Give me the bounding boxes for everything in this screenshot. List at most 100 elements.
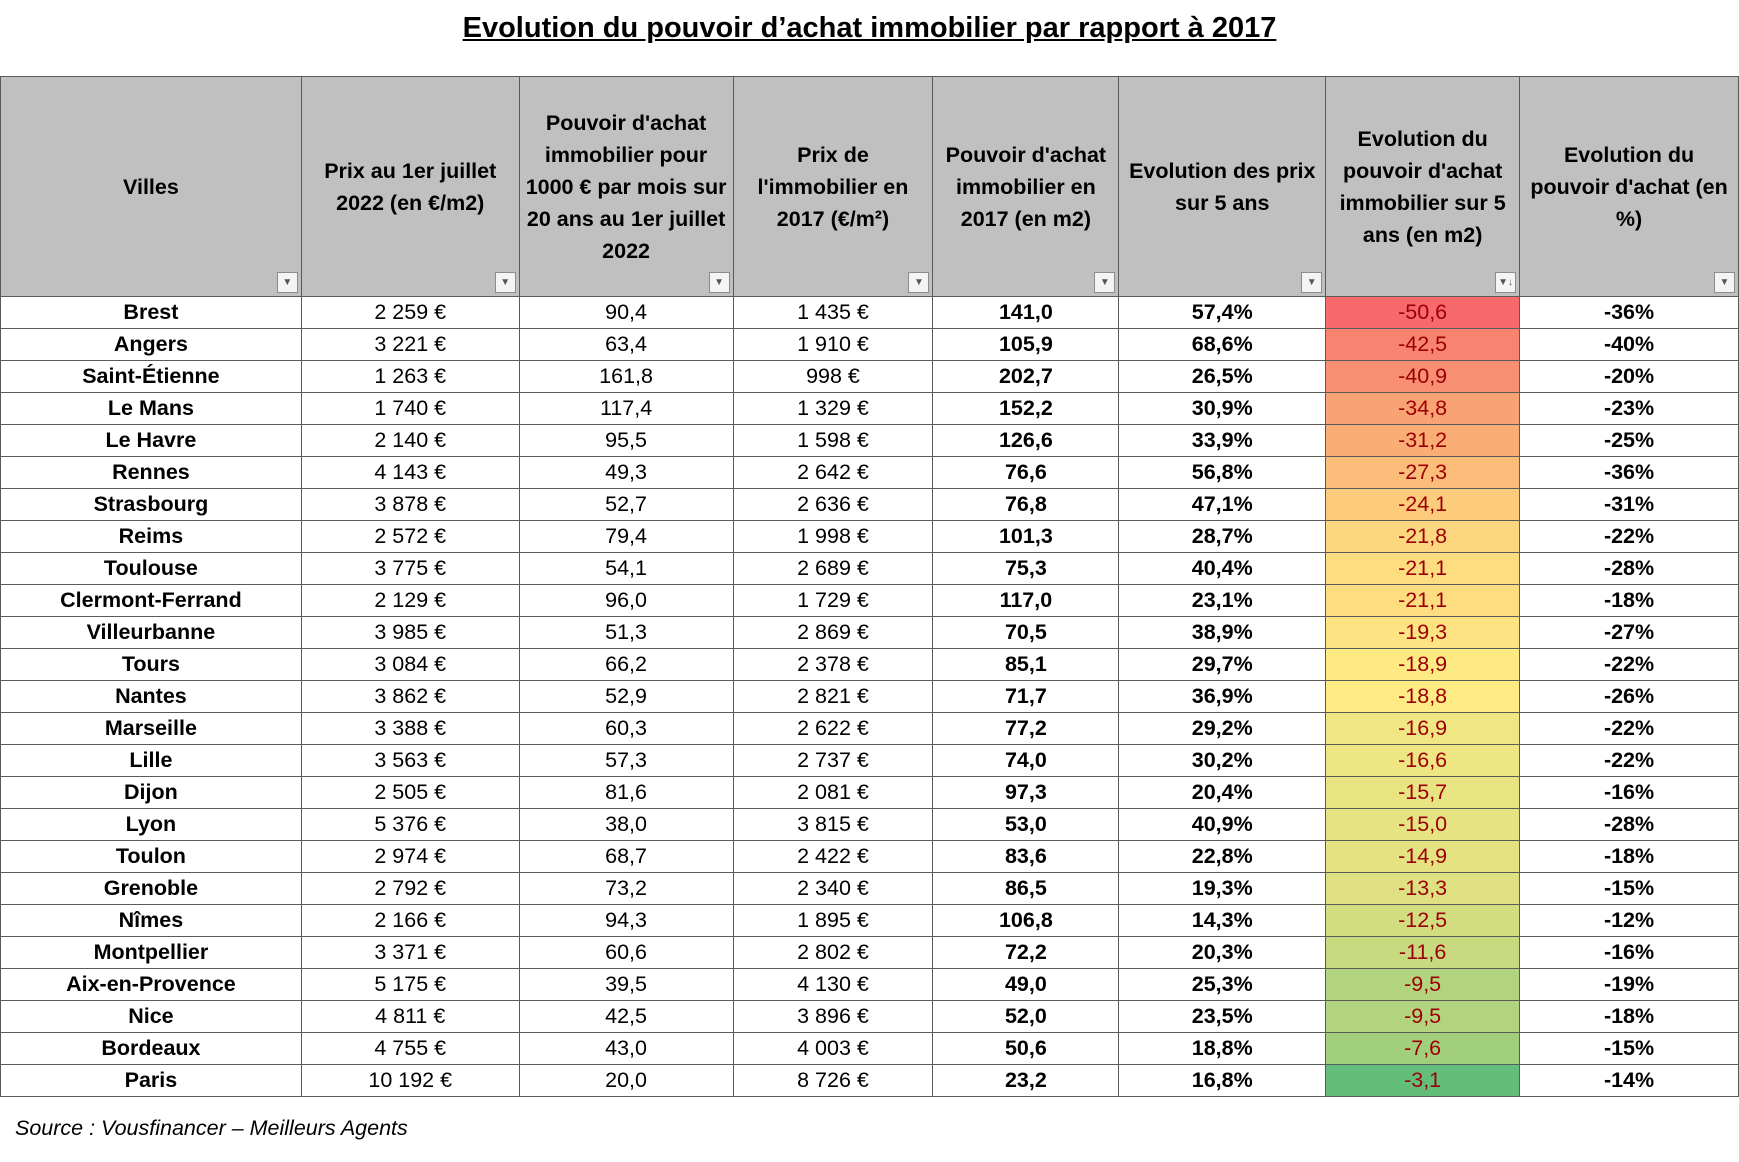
table-cell: -15% bbox=[1519, 1032, 1739, 1065]
table-cell: 57,4% bbox=[1118, 296, 1327, 329]
city-cell: Lyon bbox=[0, 808, 302, 841]
filter-dropdown-icon[interactable]: ▼ bbox=[1714, 272, 1735, 293]
table-cell: -16% bbox=[1519, 936, 1739, 969]
table-cell: 10 192 € bbox=[300, 1064, 520, 1097]
table-cell: 71,7 bbox=[932, 680, 1120, 713]
table-cell: -27% bbox=[1519, 616, 1739, 649]
table-cell: 23,2 bbox=[932, 1064, 1120, 1097]
table-cell: 5 175 € bbox=[300, 968, 520, 1001]
table-row: Brest 2 259 €90,4 1 435 €141,0 57,4% -50,6 -3… bbox=[0, 296, 1739, 329]
table-cell: 8 726 € bbox=[732, 1064, 934, 1097]
table-cell: 95,5 bbox=[518, 424, 734, 457]
table-cell: -12,5 bbox=[1325, 904, 1521, 937]
header-villes[interactable]: Villes ▼ bbox=[0, 76, 302, 297]
table-cell: -18% bbox=[1519, 1000, 1739, 1033]
table-cell: 2 505 € bbox=[300, 776, 520, 809]
header-prix-2017[interactable]: Prix de l'immobilier en 2017 (€/m²) ▼ bbox=[732, 76, 934, 297]
table-cell: -14,9 bbox=[1325, 840, 1521, 873]
filter-dropdown-icon[interactable]: ▼ bbox=[908, 272, 930, 293]
table-cell: 66,2 bbox=[518, 648, 734, 681]
city-cell: Angers bbox=[0, 328, 302, 361]
table-cell: 20,4% bbox=[1118, 776, 1327, 809]
header-pouvoir-achat-2022[interactable]: Pouvoir d'achat immobilier pour 1000 € p… bbox=[518, 76, 734, 297]
table-row: Strasbourg 3 878 €52,7 2 636 €76,8 47,1% -24… bbox=[0, 488, 1739, 521]
table-cell: 29,2% bbox=[1118, 712, 1327, 745]
table-cell: -19,3 bbox=[1325, 616, 1521, 649]
table-cell: 2 869 € bbox=[732, 616, 934, 649]
table-cell: 3 985 € bbox=[300, 616, 520, 649]
table-cell: 117,0 bbox=[932, 584, 1120, 617]
filter-dropdown-icon[interactable]: ▼ bbox=[1094, 272, 1116, 293]
table-cell: 23,5% bbox=[1118, 1000, 1327, 1033]
table-cell: -16% bbox=[1519, 776, 1739, 809]
table-cell: -13,3 bbox=[1325, 872, 1521, 905]
table-cell: 86,5 bbox=[932, 872, 1120, 905]
table-cell: 3 221 € bbox=[300, 328, 520, 361]
filter-dropdown-icon[interactable]: ▼ bbox=[276, 272, 298, 293]
header-pouvoir-achat-2017[interactable]: Pouvoir d'achat immobilier en 2017 (en m… bbox=[932, 76, 1120, 297]
table-row: Angers 3 221 €63,4 1 910 €105,9 68,6% -42,5-… bbox=[0, 328, 1739, 361]
table-cell: 1 910 € bbox=[732, 328, 934, 361]
table-row: Reims 2 572 €79,4 1 998 €101,3 28,7% -21,8 -2… bbox=[0, 520, 1739, 553]
table-cell: 26,5% bbox=[1118, 360, 1327, 393]
table-cell: -9,5 bbox=[1325, 1000, 1521, 1033]
city-cell: Rennes bbox=[0, 456, 302, 489]
table-cell: 141,0 bbox=[932, 296, 1120, 329]
table-cell: -3,1 bbox=[1325, 1064, 1521, 1097]
table-cell: 30,9% bbox=[1118, 392, 1327, 425]
table-cell: 101,3 bbox=[932, 520, 1120, 553]
table-cell: 83,6 bbox=[932, 840, 1120, 873]
city-cell: Dijon bbox=[0, 776, 302, 809]
table-cell: 19,3% bbox=[1118, 872, 1327, 905]
table-cell: 2 689 € bbox=[732, 552, 934, 585]
table-cell: 57,3 bbox=[518, 744, 734, 777]
table-cell: 4 811 € bbox=[300, 1000, 520, 1033]
table-cell: -18,9 bbox=[1325, 648, 1521, 681]
table-cell: 3 862 € bbox=[300, 680, 520, 713]
table-cell: -36% bbox=[1519, 296, 1739, 329]
table-row: Grenoble 2 792 €73,2 2 340 €86,5 19,3% -13,3… bbox=[0, 872, 1739, 905]
table-cell: 90,4 bbox=[518, 296, 734, 329]
table-cell: -42,5 bbox=[1325, 328, 1521, 361]
table-cell: 76,6 bbox=[932, 456, 1120, 489]
table-cell: -22% bbox=[1519, 648, 1739, 681]
city-cell: Toulouse bbox=[0, 552, 302, 585]
table-cell: -40,9 bbox=[1325, 360, 1521, 393]
header-evolution-pouvoir-pct[interactable]: Evolution du pouvoir d'achat (en %) ▼ bbox=[1519, 76, 1739, 297]
sort-descending-icon[interactable]: ▼↓ bbox=[1495, 272, 1517, 293]
table-cell: -26% bbox=[1519, 680, 1739, 713]
table-row: Rennes 4 143 €49,3 2 642 €76,6 56,8% -27,3 -3… bbox=[0, 456, 1739, 489]
table-cell: 60,6 bbox=[518, 936, 734, 969]
table-cell: -11,6 bbox=[1325, 936, 1521, 969]
table-cell: 97,3 bbox=[932, 776, 1120, 809]
table-cell: 2 974 € bbox=[300, 840, 520, 873]
table-row: Lyon 5 376 €38,0 3 815 €53,0 40,9% -15,0 -28% bbox=[0, 808, 1739, 841]
table-cell: -40% bbox=[1519, 328, 1739, 361]
table-cell: 52,0 bbox=[932, 1000, 1120, 1033]
table-cell: 105,9 bbox=[932, 328, 1120, 361]
filter-dropdown-icon[interactable]: ▼ bbox=[708, 272, 730, 293]
table-cell: 2 081 € bbox=[732, 776, 934, 809]
table-cell: -7,6 bbox=[1325, 1032, 1521, 1065]
table-cell: -22% bbox=[1519, 520, 1739, 553]
filter-dropdown-icon[interactable]: ▼ bbox=[1301, 272, 1323, 293]
table-cell: 2 378 € bbox=[732, 648, 934, 681]
table-cell: 60,3 bbox=[518, 712, 734, 745]
table-cell: 30,2% bbox=[1118, 744, 1327, 777]
table-cell: 53,0 bbox=[932, 808, 1120, 841]
header-prix-2022[interactable]: Prix au 1er juillet 2022 (en €/m2) ▼ bbox=[300, 76, 520, 297]
header-evolution-pouvoir-m2[interactable]: Evolution du pouvoir d'achat immobilier … bbox=[1325, 76, 1521, 297]
table-cell: 2 129 € bbox=[300, 584, 520, 617]
table-cell: 998 € bbox=[732, 360, 934, 393]
table-cell: 50,6 bbox=[932, 1032, 1120, 1065]
table-cell: 1 998 € bbox=[732, 520, 934, 553]
table-cell: 3 775 € bbox=[300, 552, 520, 585]
table-cell: -16,6 bbox=[1325, 744, 1521, 777]
header-row: Villes ▼ Prix au 1er juillet 2022 (en €/m… bbox=[0, 76, 1739, 297]
filter-dropdown-icon[interactable]: ▼ bbox=[494, 272, 516, 293]
table-row: Villeurbanne 3 985 €51,3 2 869 €70,5 38,9% -… bbox=[0, 616, 1739, 649]
header-evolution-prix[interactable]: Evolution des prix sur 5 ans ▼ bbox=[1118, 76, 1327, 297]
table-cell: -21,8 bbox=[1325, 520, 1521, 553]
table-cell: 76,8 bbox=[932, 488, 1120, 521]
table-row: Nantes 3 862 €52,9 2 821 €71,7 36,9% -18,8 -2… bbox=[0, 680, 1739, 713]
